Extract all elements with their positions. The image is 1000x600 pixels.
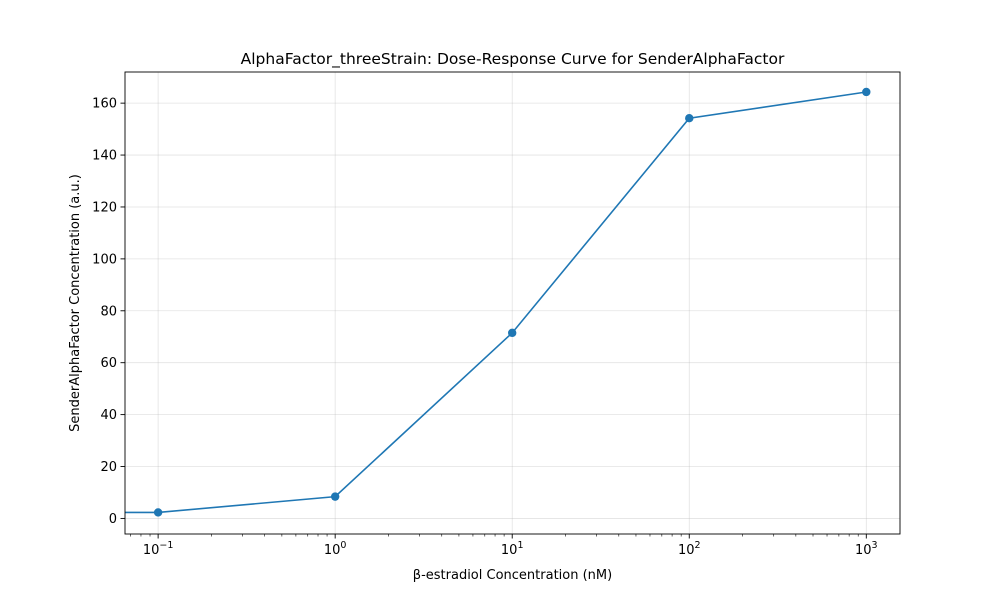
x-tick-label-exponent: 1 xyxy=(517,540,523,551)
x-tick-label: 10−1 xyxy=(143,540,174,558)
y-tick-label: 80 xyxy=(100,304,117,319)
data-point xyxy=(862,87,871,97)
x-tick-label-base: 10 xyxy=(324,543,341,558)
chart-title: AlphaFactor_threeStrain: Dose-Response C… xyxy=(241,50,785,69)
data-point xyxy=(153,508,163,517)
data-point xyxy=(330,492,340,501)
y-tick-label: 140 xyxy=(92,149,117,164)
y-tick-label: 60 xyxy=(100,356,117,371)
y-tick-label: 160 xyxy=(92,97,117,112)
x-tick-label-base: 10 xyxy=(501,543,518,558)
x-tick-label: 102 xyxy=(678,540,701,558)
x-tick-label-exponent: 2 xyxy=(695,540,701,551)
y-tick-label: 100 xyxy=(92,252,117,267)
y-tick-label: 0 xyxy=(109,512,117,527)
series-layer xyxy=(125,87,871,517)
x-tick-label-exponent: 3 xyxy=(872,540,878,551)
x-axis: 10−1 100 101 102 103 xyxy=(130,534,878,558)
grid xyxy=(125,72,900,534)
data-point xyxy=(685,114,694,123)
x-axis-label: β-estradiol Concentration (nM) xyxy=(413,568,612,583)
y-axis-label: SenderAlphaFactor Concentration (a.u.) xyxy=(68,174,83,432)
x-tick-label-base: 10 xyxy=(855,543,872,558)
y-tick-label: 40 xyxy=(100,408,117,423)
y-tick-label: 20 xyxy=(100,460,117,475)
x-tick-label: 103 xyxy=(855,540,878,558)
x-tick-label-base: 10 xyxy=(678,543,695,558)
x-tick-label: 100 xyxy=(324,540,347,558)
x-tick-label-base: 10 xyxy=(143,543,160,558)
data-point xyxy=(508,328,517,338)
x-tick-label: 101 xyxy=(501,540,524,558)
y-tick-label: 120 xyxy=(92,200,117,215)
y-axis: 0 20 40 60 80 100 120 140 160 xyxy=(92,97,125,527)
series-line xyxy=(125,91,867,514)
x-tick-label-exponent: −1 xyxy=(159,540,173,551)
x-tick-label-exponent: 0 xyxy=(340,540,346,551)
